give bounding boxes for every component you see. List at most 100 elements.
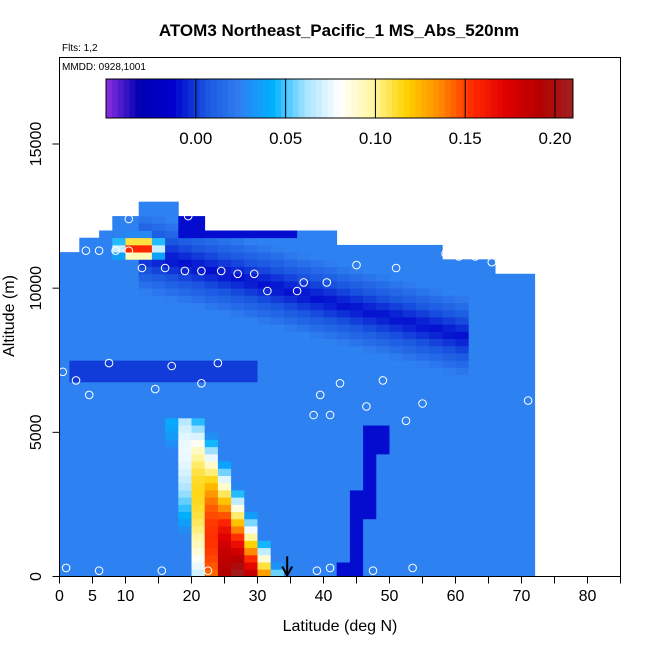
heatmap-cell [138, 324, 153, 332]
heatmap-cell [217, 511, 232, 520]
heatmap-cell [217, 317, 232, 325]
heatmap-cell [204, 273, 219, 282]
heatmap-cell [59, 533, 70, 541]
heatmap-cell [481, 540, 496, 549]
heatmap-cell [165, 338, 179, 347]
heatmap-cell [429, 367, 443, 376]
heatmap-cell [481, 432, 496, 440]
colorbar-swatch [164, 79, 171, 118]
heatmap-cell [481, 461, 496, 469]
heatmap-cell [151, 396, 166, 404]
heatmap-cell [59, 446, 70, 455]
heatmap-cell [415, 288, 430, 296]
colorbar-swatch [129, 79, 136, 118]
heatmap-cell [349, 518, 364, 527]
heatmap-cell [125, 511, 140, 520]
heatmap-cell [455, 497, 470, 505]
heatmap-cell [481, 439, 496, 448]
heatmap-cell [283, 302, 298, 311]
heatmap-cell [323, 403, 338, 412]
heatmap-cell [69, 324, 80, 332]
heatmap-cell [283, 504, 298, 513]
heatmap-cell [99, 468, 113, 476]
heatmap-cell [402, 504, 417, 513]
heatmap-cell [429, 280, 443, 289]
heatmap-cell [204, 497, 219, 505]
heatmap-cell [138, 461, 153, 469]
colorbar-swatch [286, 79, 294, 118]
heatmap-cell [336, 511, 351, 520]
heatmap-cell [442, 288, 456, 296]
heatmap-cell [191, 504, 206, 513]
heatmap-cell [508, 338, 522, 347]
heatmap-cell [349, 266, 364, 275]
heatmap-cell [244, 374, 258, 383]
heatmap-cell [508, 569, 522, 577]
heatmap-cell [112, 518, 126, 527]
heatmap-cell [402, 432, 417, 440]
heatmap-cell [257, 280, 272, 289]
heatmap-cell [297, 554, 311, 563]
heatmap-cell [191, 252, 206, 260]
heatmap-cell [468, 360, 483, 368]
heatmap-cell [151, 280, 166, 289]
heatmap-cell [151, 302, 166, 311]
heatmap-cell [508, 547, 522, 556]
heatmap-cell [244, 273, 258, 282]
heatmap-cell [442, 410, 456, 419]
heatmap-cell [429, 374, 443, 383]
heatmap-cell [151, 288, 166, 296]
heatmap-cell [297, 360, 311, 368]
heatmap-cell [59, 317, 70, 325]
heatmap-cell [270, 360, 285, 368]
heatmap-cell [495, 360, 509, 368]
heatmap-cell [310, 324, 324, 332]
heatmap-cell [508, 410, 522, 419]
heatmap-cell [231, 554, 245, 563]
heatmap-cell [89, 396, 100, 404]
x-tick-label: 70 [513, 588, 531, 605]
heatmap-cell [151, 554, 166, 563]
heatmap-cell [151, 266, 166, 275]
heatmap-cell [521, 360, 536, 368]
heatmap-cell [429, 446, 443, 455]
observation-point [157, 566, 167, 576]
heatmap-cell [297, 403, 311, 412]
heatmap-cell [521, 317, 536, 325]
heatmap-cell [125, 569, 140, 577]
heatmap-cell [521, 425, 536, 433]
heatmap-cell [178, 252, 192, 260]
heatmap-cell [231, 432, 245, 440]
heatmap-cell [69, 533, 80, 541]
heatmap-cell [178, 526, 192, 534]
heatmap-cell [455, 273, 470, 282]
heatmap-cell [389, 410, 404, 419]
heatmap-cell [349, 252, 364, 260]
heatmap-cell [495, 540, 509, 549]
heatmap-cell [79, 353, 90, 361]
heatmap-cell [112, 367, 126, 376]
observation-point [84, 390, 94, 400]
heatmap-cell [389, 554, 404, 563]
heatmap-cell [79, 533, 90, 541]
heatmap-cell [389, 374, 404, 383]
heatmap-cell [442, 396, 456, 404]
heatmap-cell [323, 504, 338, 513]
heatmap-cell [99, 273, 113, 282]
heatmap-cell [310, 381, 324, 390]
heatmap-cell [270, 439, 285, 448]
heatmap-cell [79, 554, 90, 563]
heatmap-cell [402, 309, 417, 318]
heatmap-cell [89, 569, 100, 577]
heatmap-cell [191, 288, 206, 296]
heatmap-cell [204, 302, 219, 311]
heatmap-cell [323, 374, 338, 383]
heatmap-cell [244, 497, 258, 505]
heatmap-cell [231, 331, 245, 340]
heatmap-cell [112, 353, 126, 361]
heatmap-cell [310, 504, 324, 513]
heatmap-cell [151, 244, 166, 253]
heatmap-cell [244, 396, 258, 404]
heatmap-cell [495, 482, 509, 491]
heatmap-cell [336, 331, 351, 340]
